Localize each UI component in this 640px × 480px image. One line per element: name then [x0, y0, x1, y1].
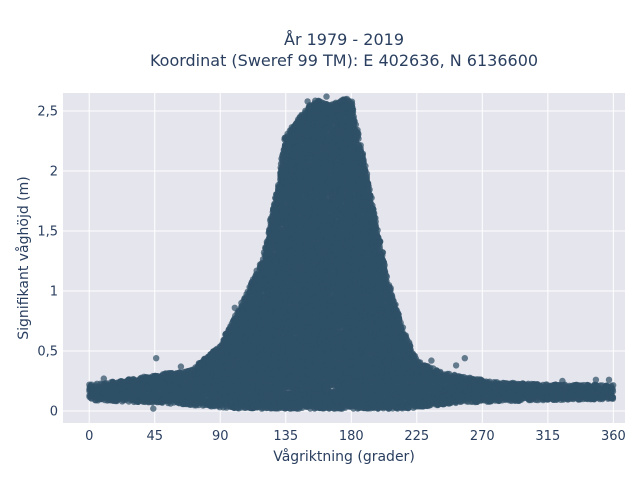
chart-title-line-2: Koordinat (Sweref 99 TM): E 402636, N 61…	[150, 51, 538, 70]
data-points	[86, 93, 617, 412]
chart-title-line-1: År 1979 - 2019	[284, 30, 404, 49]
